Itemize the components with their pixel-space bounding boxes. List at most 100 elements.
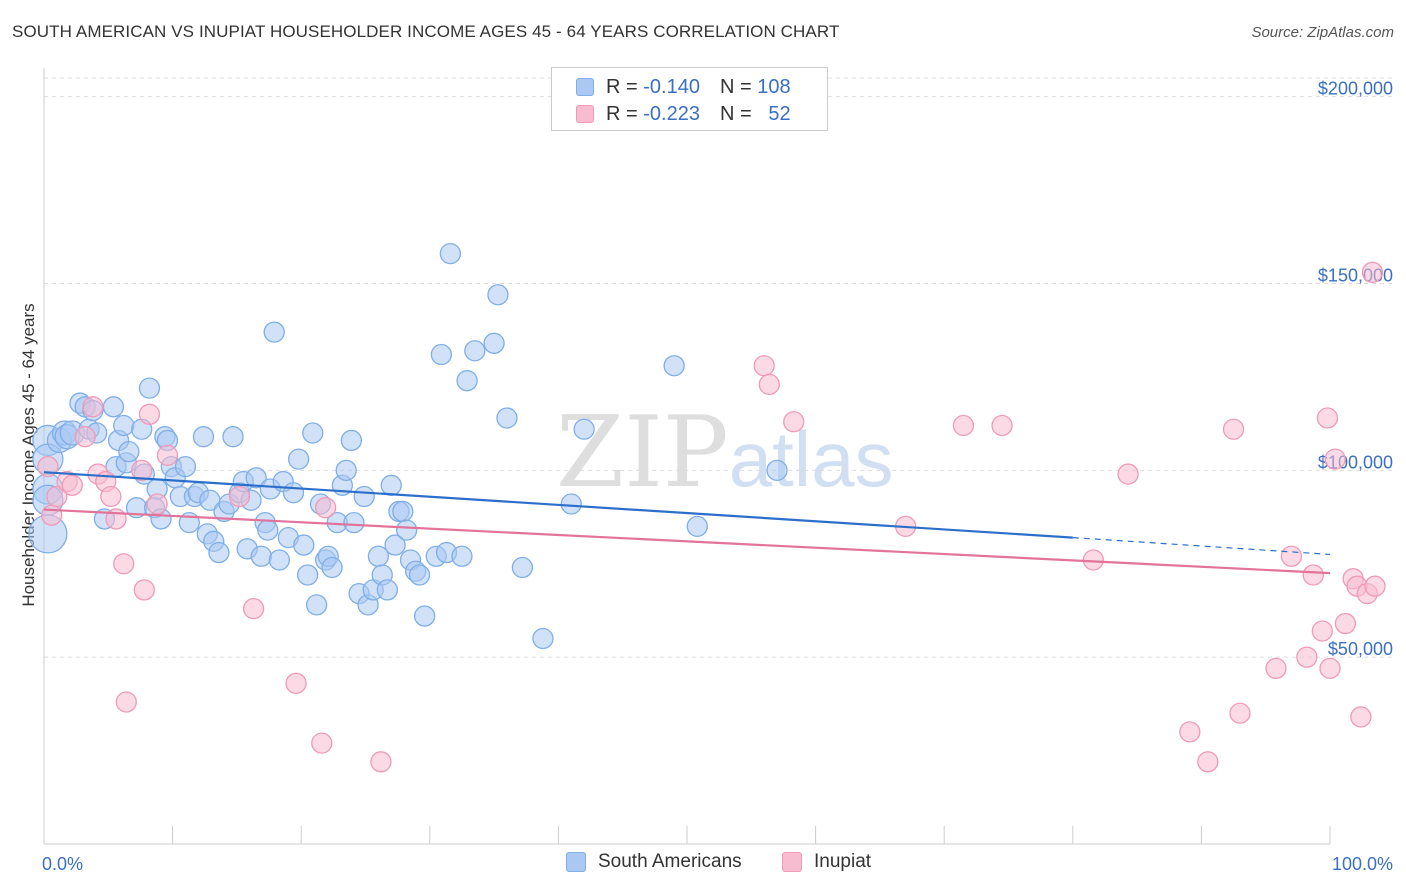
data-point	[222, 426, 244, 448]
source-label: Source: ZipAtlas.com	[1251, 24, 1394, 41]
data-point	[1179, 721, 1201, 743]
data-point	[439, 242, 462, 265]
data-point	[408, 564, 431, 586]
series-swatch-south-americans	[566, 852, 586, 872]
data-point	[115, 691, 137, 713]
data-point	[1324, 448, 1346, 470]
data-point	[1280, 545, 1303, 567]
data-point	[1296, 646, 1318, 668]
data-point	[758, 373, 780, 396]
data-point	[1350, 706, 1372, 728]
data-point	[242, 597, 265, 620]
data-point	[487, 284, 509, 306]
data-point	[1334, 612, 1357, 635]
trend-line-inupiat	[43, 508, 1331, 575]
data-point	[1222, 418, 1245, 440]
legend-swatch-inupiat	[576, 105, 594, 123]
data-point	[483, 332, 505, 354]
data-point	[174, 455, 197, 478]
data-point	[511, 556, 534, 579]
data-point	[1229, 702, 1251, 724]
data-point	[456, 370, 478, 392]
data-point	[353, 485, 375, 508]
x-tick-label-max: 100.0%	[1332, 854, 1393, 874]
data-point	[343, 512, 365, 534]
data-point	[686, 515, 708, 538]
data-point	[384, 534, 406, 556]
data-point	[113, 414, 135, 437]
data-point	[1361, 261, 1384, 283]
legend-swatch-south-americans	[576, 78, 594, 96]
data-point	[138, 377, 161, 399]
data-point	[250, 545, 272, 567]
chart-title: SOUTH AMERICAN VS INUPIAT HOUSEHOLDER IN…	[12, 22, 840, 41]
legend-r-label: R =	[606, 102, 638, 125]
data-point	[753, 355, 775, 377]
data-point	[335, 459, 357, 481]
data-point	[783, 411, 805, 433]
data-point	[952, 414, 975, 437]
data-point	[370, 751, 392, 773]
legend-n-value: 52	[768, 102, 791, 125]
series-legend: South Americans Inupiat	[0, 851, 1406, 879]
legend-n-value: 108	[757, 75, 791, 98]
data-point	[100, 485, 122, 508]
series-inupiat	[37, 261, 1386, 773]
data-point	[118, 441, 140, 463]
legend-row-south-americans: R = -0.140 N = 108	[576, 74, 791, 100]
data-point	[138, 403, 161, 425]
series-legend-inupiat: Inupiat	[782, 851, 871, 873]
data-point	[380, 474, 402, 496]
data-point	[396, 519, 418, 541]
data-point	[285, 672, 307, 694]
correlation-legend: R = -0.140 N = 108 R = -0.223 N = 52	[551, 67, 828, 131]
watermark-zip: ZIP	[556, 396, 729, 510]
data-point	[430, 343, 453, 366]
data-point	[663, 355, 685, 377]
data-point	[263, 321, 285, 343]
data-point	[1311, 620, 1333, 642]
data-point	[133, 579, 155, 601]
legend-row-inupiat: R = -0.223 N = 52	[576, 101, 791, 127]
data-point	[766, 459, 788, 481]
watermark-atlas: atlas	[728, 415, 894, 503]
data-point	[102, 396, 125, 418]
data-point	[1265, 657, 1287, 680]
data-point	[245, 467, 267, 489]
y-tick-label: $50,000	[1328, 639, 1393, 659]
legend-n-label: N =	[719, 102, 752, 125]
data-point	[74, 426, 96, 448]
data-point	[208, 541, 230, 564]
data-point	[560, 493, 582, 515]
legend-r-value: -0.223	[643, 102, 700, 125]
legend-r-label: R =	[606, 75, 638, 98]
data-point	[573, 418, 595, 440]
data-point	[1117, 463, 1139, 485]
data-point	[305, 594, 328, 616]
data-point	[41, 504, 63, 526]
data-point	[156, 444, 179, 467]
data-point	[991, 414, 1013, 437]
data-point	[496, 407, 518, 429]
data-point	[302, 422, 324, 444]
data-point	[192, 426, 215, 448]
trend-line-extension	[1072, 537, 1331, 556]
series-label-inupiat: Inupiat	[814, 851, 872, 872]
data-point	[113, 553, 135, 575]
data-point	[340, 429, 363, 452]
data-point	[268, 549, 290, 571]
data-point	[257, 519, 279, 541]
legend-r-value: -0.140	[643, 75, 700, 98]
data-point	[293, 534, 315, 556]
data-point	[146, 493, 168, 515]
data-point	[376, 579, 399, 601]
data-point	[1364, 575, 1386, 597]
data-point	[314, 497, 337, 519]
data-point	[311, 732, 333, 754]
data-point	[1197, 751, 1219, 773]
data-point	[464, 340, 486, 362]
series-label-south-americans: South Americans	[598, 851, 742, 872]
data-point	[287, 448, 310, 470]
data-point	[61, 474, 83, 496]
